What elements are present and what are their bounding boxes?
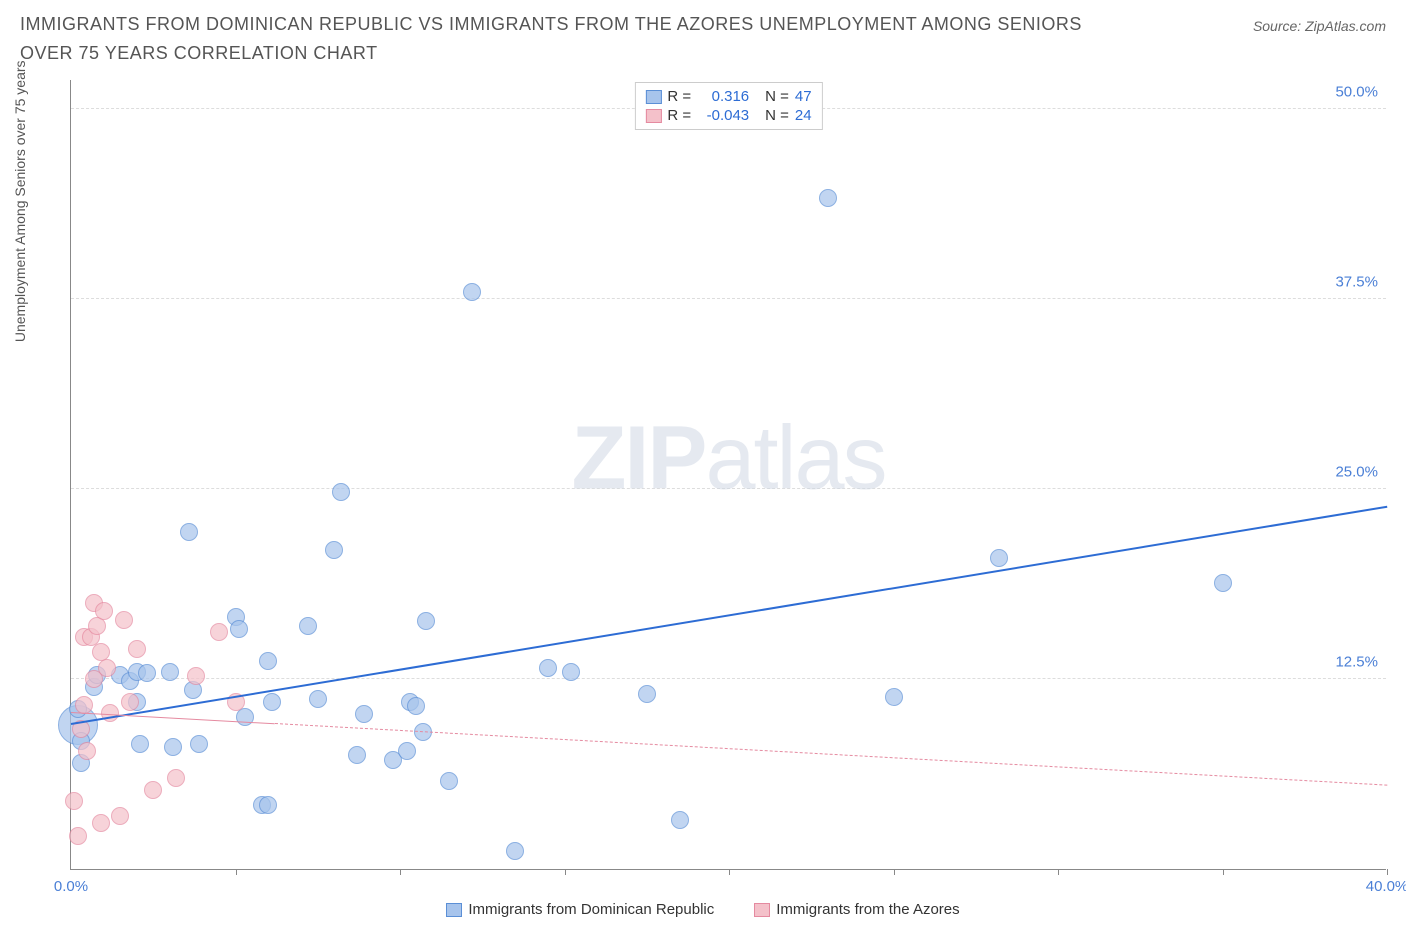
chart-container: Unemployment Among Seniors over 75 years… bbox=[50, 80, 1386, 870]
data-point bbox=[210, 623, 228, 641]
legend-row: R = -0.043 N = 24 bbox=[645, 106, 811, 125]
x-tick-label: 0.0% bbox=[54, 878, 88, 895]
gridline bbox=[71, 488, 1386, 489]
y-tick-label: 25.0% bbox=[1335, 464, 1378, 481]
x-tick-mark bbox=[729, 869, 730, 875]
data-point bbox=[161, 663, 179, 681]
data-point bbox=[506, 842, 524, 860]
y-tick-label: 37.5% bbox=[1335, 274, 1378, 291]
data-point bbox=[990, 549, 1008, 567]
legend-item: Immigrants from the Azores bbox=[754, 901, 959, 918]
data-point bbox=[95, 602, 113, 620]
watermark-bold: ZIP bbox=[571, 408, 705, 508]
legend-swatch bbox=[645, 109, 661, 123]
data-point bbox=[190, 735, 208, 753]
x-tick-mark bbox=[1223, 869, 1224, 875]
legend-swatch bbox=[754, 903, 770, 917]
data-point bbox=[562, 663, 580, 681]
data-point bbox=[259, 796, 277, 814]
r-label: R = bbox=[667, 107, 691, 124]
gridline bbox=[71, 678, 1386, 679]
data-point bbox=[1214, 574, 1232, 592]
data-point bbox=[885, 688, 903, 706]
data-point bbox=[325, 541, 343, 559]
data-point bbox=[167, 769, 185, 787]
data-point bbox=[92, 814, 110, 832]
x-tick-mark bbox=[400, 869, 401, 875]
n-label: N = bbox=[765, 88, 789, 105]
data-point bbox=[187, 667, 205, 685]
chart-title: IMMIGRANTS FROM DOMINICAN REPUBLIC VS IM… bbox=[20, 10, 1120, 68]
data-point bbox=[144, 781, 162, 799]
data-point bbox=[263, 693, 281, 711]
n-label: N = bbox=[765, 107, 789, 124]
r-value: -0.043 bbox=[697, 107, 749, 124]
data-point bbox=[417, 612, 435, 630]
data-point bbox=[78, 742, 96, 760]
data-point bbox=[398, 742, 416, 760]
data-point bbox=[355, 705, 373, 723]
data-point bbox=[111, 807, 129, 825]
x-tick-label: 40.0% bbox=[1366, 878, 1406, 895]
legend-swatch bbox=[446, 903, 462, 917]
data-point bbox=[75, 696, 93, 714]
data-point bbox=[98, 659, 116, 677]
data-point bbox=[440, 772, 458, 790]
correlation-legend: R = 0.316 N = 47 R = -0.043 N = 24 bbox=[634, 82, 822, 130]
data-point bbox=[164, 738, 182, 756]
plot-area: ZIPatlas R = 0.316 N = 47 R = -0.043 N = 24 12.… bbox=[70, 80, 1386, 870]
x-tick-mark bbox=[1387, 869, 1388, 875]
data-point bbox=[230, 620, 248, 638]
data-point bbox=[128, 640, 146, 658]
data-point bbox=[819, 189, 837, 207]
data-point bbox=[309, 690, 327, 708]
trend-line bbox=[71, 505, 1387, 724]
watermark: ZIPatlas bbox=[571, 407, 885, 510]
header: IMMIGRANTS FROM DOMINICAN REPUBLIC VS IM… bbox=[0, 0, 1406, 68]
y-axis-label: Unemployment Among Seniors over 75 years bbox=[12, 60, 28, 342]
data-point bbox=[69, 827, 87, 845]
source-attribution: Source: ZipAtlas.com bbox=[1253, 18, 1386, 34]
data-point bbox=[131, 735, 149, 753]
data-point bbox=[348, 746, 366, 764]
legend-label: Immigrants from the Azores bbox=[776, 901, 959, 918]
series-legend: Immigrants from Dominican Republic Immigr… bbox=[0, 901, 1406, 918]
data-point bbox=[259, 652, 277, 670]
data-point bbox=[407, 697, 425, 715]
data-point bbox=[463, 283, 481, 301]
r-value: 0.316 bbox=[697, 88, 749, 105]
data-point bbox=[332, 483, 350, 501]
data-point bbox=[180, 523, 198, 541]
legend-swatch bbox=[645, 90, 661, 104]
x-tick-mark bbox=[894, 869, 895, 875]
x-tick-mark bbox=[236, 869, 237, 875]
data-point bbox=[299, 617, 317, 635]
data-point bbox=[671, 811, 689, 829]
data-point bbox=[121, 693, 139, 711]
data-point bbox=[115, 611, 133, 629]
data-point bbox=[65, 792, 83, 810]
gridline bbox=[71, 298, 1386, 299]
data-point bbox=[638, 685, 656, 703]
data-point bbox=[236, 708, 254, 726]
watermark-light: atlas bbox=[705, 408, 885, 508]
legend-row: R = 0.316 N = 47 bbox=[645, 87, 811, 106]
data-point bbox=[138, 664, 156, 682]
x-tick-mark bbox=[565, 869, 566, 875]
data-point bbox=[539, 659, 557, 677]
y-tick-label: 50.0% bbox=[1335, 84, 1378, 101]
n-value: 24 bbox=[795, 107, 812, 124]
legend-item: Immigrants from Dominican Republic bbox=[446, 901, 714, 918]
r-label: R = bbox=[667, 88, 691, 105]
n-value: 47 bbox=[795, 88, 812, 105]
legend-label: Immigrants from Dominican Republic bbox=[468, 901, 714, 918]
data-point bbox=[92, 643, 110, 661]
y-tick-label: 12.5% bbox=[1335, 654, 1378, 671]
x-tick-mark bbox=[1058, 869, 1059, 875]
